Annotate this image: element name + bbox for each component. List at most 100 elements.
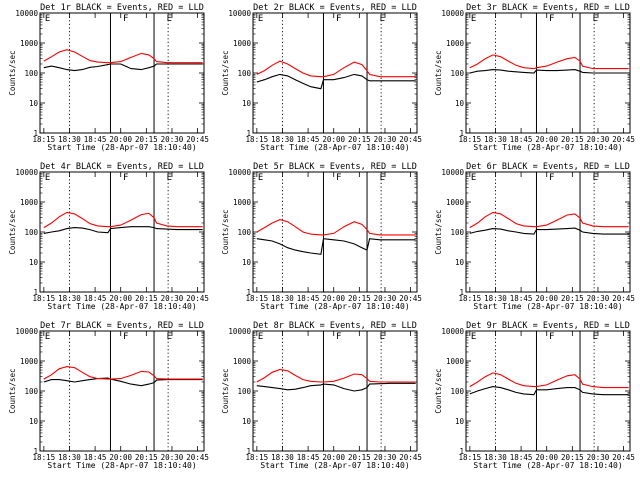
- panel-2-xtick-label: 18:45: [297, 135, 320, 144]
- panel-7-ytick-label: 10: [29, 417, 39, 426]
- panel-1-xtick-label: 18:45: [84, 135, 107, 144]
- panel-3-ytick-label: 100: [450, 69, 464, 78]
- panel-9-xtick-label: 18:30: [484, 453, 507, 462]
- panel-2-ylabel: Counts/sec: [221, 50, 230, 95]
- panel-7-xtick-label: 20:30: [161, 453, 184, 462]
- panel-8-xlabel: Start Time (28-Apr-07 18:10:40): [260, 461, 409, 470]
- panel-5-region-letter: F: [336, 173, 341, 183]
- panel-8-ytick-label: 1000: [233, 357, 252, 366]
- panel-5: Det 5r BLACK = Events, RED = LLD 1 10 100 10…: [221, 162, 422, 311]
- panel-9-ytick-label: 10000: [441, 327, 464, 336]
- panel-9-ylabel: Counts/sec: [434, 368, 443, 413]
- panel-1-ylabel: Counts/sec: [8, 50, 17, 95]
- panel-7-region-letter: E: [167, 332, 172, 342]
- panel-4-ytick-label: 1000: [20, 198, 39, 207]
- panel-8-ylabel: Counts/sec: [221, 368, 230, 413]
- panel-8-ytick-label: 10: [242, 417, 252, 426]
- panel-2-xtick-label: 20:15: [348, 135, 371, 144]
- panel-2-ytick-label: 1: [246, 129, 251, 138]
- panel-8-xtick-label: 18:30: [271, 453, 294, 462]
- panel-8-xtick-label: 20:15: [348, 453, 371, 462]
- panel-5-xlabel: Start Time (28-Apr-07 18:10:40): [260, 302, 409, 311]
- panel-5-xtick-label: 18:30: [271, 294, 294, 303]
- panel-8-xtick-label: 20:45: [399, 453, 422, 462]
- panel-7-xtick-label: 20:45: [186, 453, 209, 462]
- panel-3-region-letter: E: [593, 14, 598, 24]
- panel-6-xtick-label: 20:45: [612, 294, 635, 303]
- panel-9-xtick-label: 20:45: [612, 453, 635, 462]
- panel-1-region-letter: F: [123, 14, 128, 24]
- panel-9-title: Det 9r BLACK = Events, RED = LLD: [466, 321, 630, 331]
- panel-9-region-letter: E: [471, 332, 476, 342]
- panel-7: Det 7r BLACK = Events, RED = LLD 1 10 100 10…: [8, 321, 209, 470]
- panel-3-xtick-label: 20:15: [561, 135, 584, 144]
- panel-9-series-lld: [469, 372, 629, 389]
- panel-3-xtick-label: 20:00: [535, 135, 558, 144]
- panel-4-xtick-label: 18:45: [84, 294, 107, 303]
- panel-4-ytick-label: 10000: [15, 168, 38, 177]
- panel-6-frame: [465, 171, 631, 293]
- panel-5-region-letter: E: [258, 173, 263, 183]
- panel-1-ytick-label: 1000: [20, 39, 39, 48]
- panel-2-series-events: [256, 73, 416, 90]
- panel-3-ytick-label: 1000: [446, 39, 465, 48]
- panel-1-title: Det 1r BLACK = Events, RED = LLD: [40, 3, 204, 13]
- panel-9-frame: [465, 330, 631, 452]
- panel-6-xtick-label: 20:00: [535, 294, 558, 303]
- panel-4-title: Det 4r BLACK = Events, RED = LLD: [40, 162, 204, 172]
- panel-1-xtick-label: 20:00: [109, 135, 132, 144]
- panel-3-title: Det 3r BLACK = Events, RED = LLD: [466, 3, 630, 13]
- panel-2-region-letter: F: [336, 14, 341, 24]
- panel-9: Det 9r BLACK = Events, RED = LLD 1 10 100 10…: [434, 321, 635, 470]
- panel-5-ytick-label: 100: [237, 228, 251, 237]
- panel-2-series-lld: [256, 60, 416, 78]
- panel-6-series-lld: [469, 211, 629, 229]
- panel-6-ylabel: Counts/sec: [434, 209, 443, 254]
- panel-2-title: Det 2r BLACK = Events, RED = LLD: [253, 3, 417, 13]
- panel-6-ytick-label: 1: [459, 288, 464, 297]
- panel-2-ytick-label: 10000: [228, 9, 251, 18]
- panel-7-title: Det 7r BLACK = Events, RED = LLD: [40, 321, 204, 331]
- panel-7-xtick-label: 18:45: [84, 453, 107, 462]
- panel-2-ytick-label: 10: [242, 99, 252, 108]
- panel-4: Det 4r BLACK = Events, RED = LLD 1 10 100 10…: [8, 162, 209, 311]
- panel-8-ytick-label: 10000: [228, 327, 251, 336]
- panel-7-xtick-label: 18:15: [33, 453, 56, 462]
- panel-2-xtick-label: 20:00: [322, 135, 345, 144]
- panel-9-xtick-label: 20:15: [561, 453, 584, 462]
- panel-5-xtick-label: 20:45: [399, 294, 422, 303]
- panel-8-xtick-label: 20:30: [374, 453, 397, 462]
- panel-7-region-letter: F: [123, 332, 128, 342]
- panel-7-ytick-label: 100: [24, 387, 38, 396]
- panel-8-xtick-label: 18:15: [246, 453, 269, 462]
- panel-4-xtick-label: 20:00: [109, 294, 132, 303]
- panel-2-ytick-label: 1000: [233, 39, 252, 48]
- panel-9-series-events: [469, 386, 629, 396]
- panel-4-xtick-label: 20:45: [186, 294, 209, 303]
- panel-3-ytick-label: 10: [455, 99, 465, 108]
- panel-6-ytick-label: 1000: [446, 198, 465, 207]
- panel-4-xtick-label: 18:30: [58, 294, 81, 303]
- panel-6-ytick-label: 100: [450, 228, 464, 237]
- panel-4-xtick-label: 20:30: [161, 294, 184, 303]
- panel-5-ytick-label: 10000: [228, 168, 251, 177]
- panel-3-region-letter: E: [471, 14, 476, 24]
- panel-7-xlabel: Start Time (28-Apr-07 18:10:40): [47, 461, 196, 470]
- panel-6-region-letter: F: [549, 173, 554, 183]
- panel-2-ytick-label: 100: [237, 69, 251, 78]
- panel-9-ytick-label: 1000: [446, 357, 465, 366]
- panel-3-region-letter: F: [549, 14, 554, 24]
- panel-2-xtick-label: 18:30: [271, 135, 294, 144]
- panel-3-ytick-label: 1: [459, 129, 464, 138]
- panel-5-series-events: [256, 238, 416, 255]
- panel-8-xtick-label: 20:00: [322, 453, 345, 462]
- panel-7-xtick-label: 20:00: [109, 453, 132, 462]
- panel-6-xtick-label: 18:45: [510, 294, 533, 303]
- panel-4-xtick-label: 18:15: [33, 294, 56, 303]
- panel-1-xtick-label: 18:15: [33, 135, 56, 144]
- panel-8-region-letter: E: [258, 332, 263, 342]
- panel-6: Det 6r BLACK = Events, RED = LLD 1 10 100 10…: [434, 162, 635, 311]
- panel-4-frame: [39, 171, 205, 293]
- panel-9-region-letter: F: [549, 332, 554, 342]
